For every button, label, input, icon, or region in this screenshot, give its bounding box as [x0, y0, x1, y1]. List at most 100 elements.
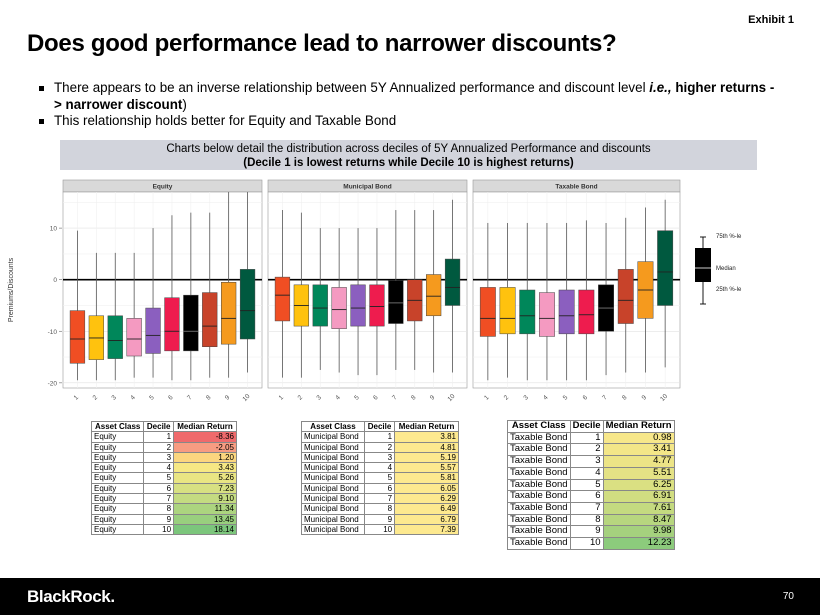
x-tick-label: 4 [129, 394, 137, 402]
asset-class-cell: Equity [90, 472, 145, 484]
median-return-cell: 0.98 [602, 431, 675, 445]
column-header: Median Return [602, 420, 675, 433]
exhibit-label: Exhibit 1 [748, 14, 794, 26]
box-decile-6 [164, 297, 180, 352]
asset-class-cell: Municipal Bond [301, 441, 365, 453]
column-header: Median Return [394, 420, 459, 433]
asset-class-cell: Equity [90, 482, 145, 495]
y-tick-label: -20 [48, 380, 58, 387]
box-decile-1 [274, 276, 291, 322]
decile-cell: 7 [143, 493, 175, 505]
x-tick-label: 7 [601, 394, 609, 402]
table-row: Taxable Bond 1 0.98 [507, 431, 675, 445]
table-row: Equity 4 3.43 [90, 462, 237, 474]
x-tick-label: 9 [429, 394, 437, 402]
asset-class-cell: Equity [90, 493, 145, 505]
decile-cell: 3 [143, 451, 175, 464]
asset-class-cell: Equity [90, 431, 145, 443]
table-row: Municipal Bond 8 6.49 [301, 503, 459, 515]
box-decile-1 [69, 310, 86, 364]
median-return-cell: 13.45 [173, 513, 237, 525]
bullet-list: There appears to be an inverse relations… [37, 80, 777, 130]
table-row: Taxable Bond 5 6.25 [507, 478, 675, 492]
asset-class-cell: Municipal Bond [301, 482, 365, 495]
decile-cell: 7 [363, 493, 396, 505]
decile-cell: 9 [143, 513, 175, 525]
asset-class-cell: Taxable Bond [507, 431, 571, 445]
column-header: Decile [363, 420, 396, 433]
table-row: Equity 1 -8.36 [90, 431, 237, 443]
box-decile-1 [479, 287, 496, 337]
median-return-cell: 3.43 [173, 462, 237, 474]
table-row: Taxable Bond 7 7.61 [507, 501, 675, 515]
x-tick-label: 9 [224, 394, 232, 402]
asset-class-cell: Taxable Bond [507, 443, 571, 457]
table-row: Municipal Bond 9 6.79 [301, 513, 459, 525]
x-tick-label: 1 [278, 394, 286, 402]
median-return-cell: 7.61 [602, 501, 675, 515]
legend-label-q3: 75th %-le [716, 234, 742, 240]
table-header-row: Asset Class Decile Median Return [90, 420, 237, 433]
asset-class-cell: Equity [90, 513, 145, 525]
asset-class-cell: Equity [90, 503, 145, 515]
column-header: Asset Class [90, 420, 145, 433]
asset-class-cell: Municipal Bond [301, 462, 365, 474]
decile-cell: 8 [143, 503, 175, 515]
decile-cell: 5 [569, 478, 604, 492]
decile-cell: 2 [363, 441, 396, 453]
bullet-item: There appears to be an inverse relations… [37, 80, 777, 113]
box-decile-10 [657, 230, 674, 306]
median-return-cell: 5.81 [394, 472, 459, 484]
table-row: Equity 8 11.34 [90, 503, 237, 515]
x-tick-label: 5 [353, 394, 361, 402]
asset-class-cell: Municipal Bond [301, 493, 365, 505]
box-decile-3 [312, 284, 328, 327]
table-row: Municipal Bond 6 6.05 [301, 482, 459, 495]
boxplot-chart: Premiums/Discounts 10 0 -10 -20 Equity 1 2 3 4 5 6 7… [8, 179, 742, 403]
median-return-cell: 4.77 [602, 455, 675, 468]
decile-cell: 10 [363, 523, 396, 536]
table-row: Municipal Bond 1 3.81 [301, 431, 459, 443]
bullet-emphasis: i.e., [649, 80, 672, 95]
decile-cell: 9 [569, 525, 604, 539]
median-return-cell: 6.05 [394, 482, 459, 495]
panel-title-municipal-bond: Municipal Bond [343, 184, 391, 191]
box-decile-5 [145, 307, 161, 354]
x-tick-label: 3 [315, 394, 323, 402]
median-return-cell: 9.98 [602, 525, 675, 539]
x-tick-label: 8 [410, 394, 418, 402]
bullet-text: There appears to be an inverse relations… [54, 80, 650, 95]
y-tick-label: 10 [50, 226, 58, 233]
x-tick-label: 7 [186, 394, 194, 402]
x-tick-label: 6 [582, 394, 590, 402]
table-row: Equity 5 5.26 [90, 472, 237, 484]
table-row: Taxable Bond 6 6.91 [507, 490, 675, 503]
asset-class-cell: Equity [90, 451, 145, 464]
table-row: Equity 7 9.10 [90, 493, 237, 505]
box-decile-5 [350, 284, 366, 327]
x-tick-label: 9 [641, 394, 649, 402]
asset-class-cell: Municipal Bond [301, 513, 365, 525]
x-tick-label: 4 [542, 394, 550, 402]
table-row: Equity 6 7.23 [90, 482, 237, 495]
box-decile-2 [499, 287, 516, 335]
table-row: Taxable Bond 10 12.23 [507, 537, 675, 550]
x-tick-label: 8 [621, 394, 629, 402]
box-decile-7 [183, 294, 199, 352]
median-return-cell: 3.81 [394, 431, 459, 443]
asset-class-cell: Taxable Bond [507, 466, 571, 480]
table-row: Taxable Bond 4 5.51 [507, 466, 675, 480]
asset-class-cell: Municipal Bond [301, 451, 365, 464]
table-header-row: Asset Class Decile Median Return [507, 420, 675, 433]
table-row: Equity 2 -2.05 [90, 441, 237, 453]
asset-class-cell: Municipal Bond [301, 503, 365, 515]
box-decile-3 [107, 315, 123, 359]
x-tick-label: 3 [522, 394, 530, 402]
box-decile-4 [331, 287, 347, 329]
median-return-cell: 5.51 [602, 466, 675, 480]
bullet-text: This relationship holds better for Equit… [54, 113, 397, 128]
blackrock-logo: BlackRock. [27, 587, 115, 606]
box-decile-6 [369, 284, 385, 327]
table-row: Taxable Bond 3 4.77 [507, 455, 675, 468]
column-header: Decile [569, 420, 604, 433]
